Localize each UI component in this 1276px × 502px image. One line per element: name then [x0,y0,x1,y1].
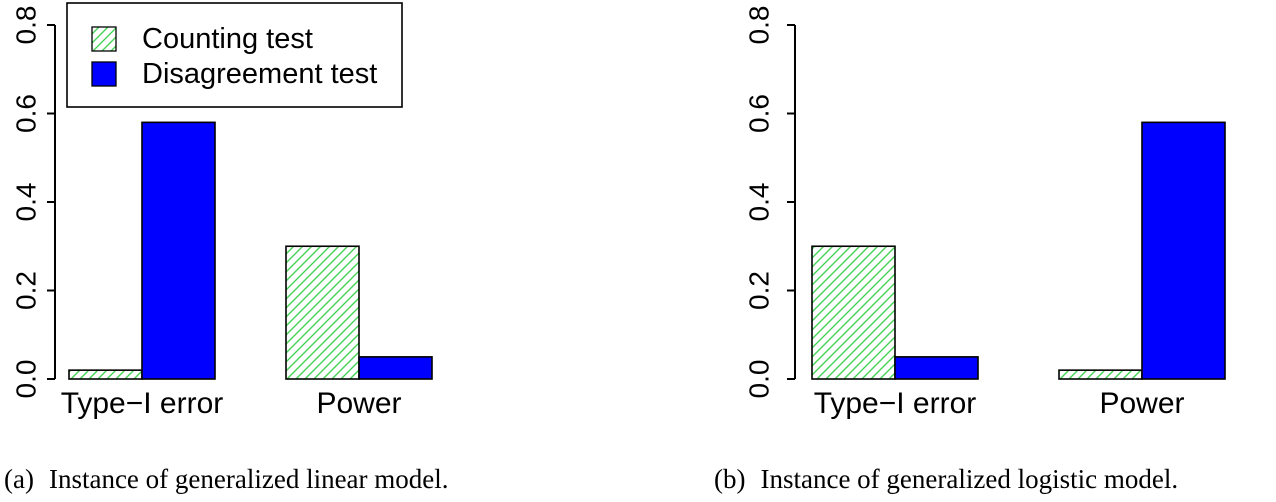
caption-b-tag: (b) [714,464,746,494]
y-tick-label: 0.6 [11,94,42,133]
y-tick-label: 0.6 [744,94,775,133]
caption-a-text: Instance of generalized linear model. [48,464,449,494]
legend-swatch-disagreement-test [91,61,117,87]
x-category-label-power: Power [1099,387,1184,420]
bar-disagreement-test-power [1141,121,1226,380]
chart-panel-b: 0.0 0.2 0.4 0.6 0.8 Type−I error Power (b) Inst… [638,0,1276,502]
y-tick-label: 0.2 [11,271,42,310]
y-tick-label: 0.0 [11,360,42,399]
bar-disagreement-test-power [358,356,433,380]
bar-counting-test-type-i-error [68,369,143,380]
bar-disagreement-test-type-i-error [894,356,979,380]
y-tick-label: 0.2 [744,271,775,310]
bar-counting-test-type-i-error [811,245,896,380]
caption-b-text: Instance of generalized logistic model. [760,464,1179,494]
bar-chart-b: 0.0 0.2 0.4 0.6 0.8 Type−I error Power [744,6,1226,420]
legend-swatch-counting-test [91,26,117,52]
y-tick-label: 0.8 [744,6,775,45]
y-tick-label: 0.4 [11,183,42,222]
x-category-label-power: Power [316,387,401,420]
legend-label-disagreement-test: Disagreement test [142,58,377,90]
caption-b: (b) Instance of generalized logistic mode… [714,464,1178,495]
caption-a: (a) Instance of generalized linear model. [4,464,449,495]
bar-counting-test-power [1058,369,1143,380]
chart-panel-a: 0.0 0.2 0.4 0.6 0.8 Type−I error Power Counting… [4,2,449,495]
x-category-label-type-i-error: Type−I error [61,387,224,420]
caption-a-tag: (a) [4,464,34,494]
legend-box [66,2,403,108]
legend-label-counting-test: Counting test [142,23,313,55]
bar-chart-a: 0.0 0.2 0.4 0.6 0.8 Type−I error Power Counting… [11,2,433,420]
bar-counting-test-power [285,245,360,380]
y-tick-label: 0.0 [744,360,775,399]
bar-disagreement-test-type-i-error [141,121,216,380]
y-tick-label: 0.4 [744,183,775,222]
x-category-label-type-i-error: Type−I error [814,387,977,420]
y-tick-label: 0.8 [11,6,42,45]
